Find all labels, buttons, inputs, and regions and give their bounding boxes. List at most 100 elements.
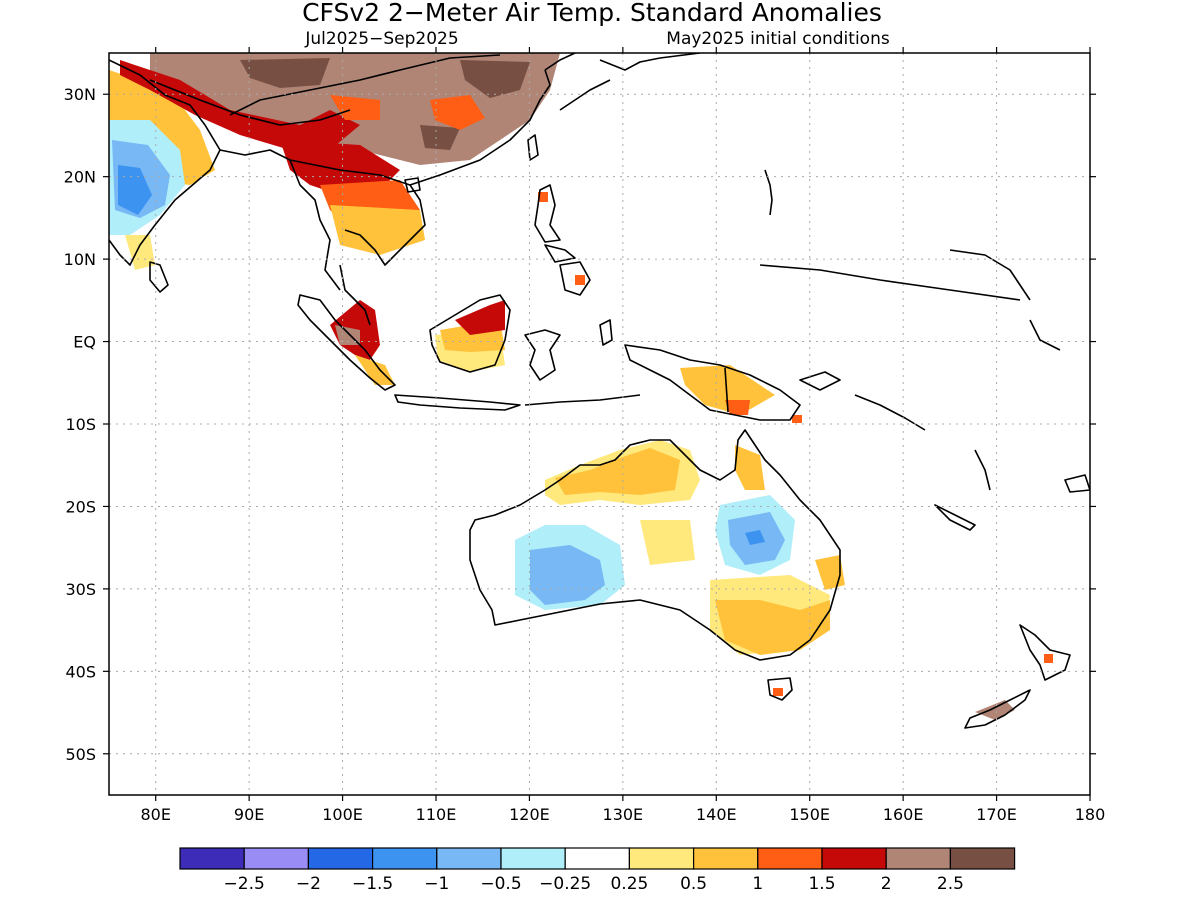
legend-swatch — [372, 847, 438, 870]
region-china-core — [460, 60, 530, 98]
legend-label: 2.5 — [937, 874, 964, 894]
legend-swatch — [500, 847, 566, 870]
coast-lesser-sunda — [524, 394, 641, 406]
coast-halmahera — [599, 319, 613, 346]
coast-mindanao — [559, 261, 591, 296]
region-indochina-red — [280, 140, 400, 195]
coast-sulawesi — [524, 329, 561, 381]
lat-label: 30S — [65, 580, 96, 599]
region-luzon-spot — [538, 192, 548, 202]
legend-swatch — [307, 847, 374, 870]
lon-label: 90E — [234, 805, 264, 824]
legend-label: −0.25 — [539, 874, 591, 894]
legend-swatch — [692, 847, 759, 870]
coast-malay — [339, 264, 371, 326]
lat-label: 30N — [64, 85, 96, 104]
region-sumatra-south — [355, 355, 395, 385]
coast-srilanka — [149, 261, 169, 293]
legend-swatch — [179, 847, 245, 870]
legend-label: 1 — [752, 874, 763, 894]
coast-india — [109, 59, 221, 266]
region-west-australia-cool-core — [530, 545, 605, 605]
lon-label: 180 — [1075, 805, 1106, 824]
region-india-cool-core — [118, 165, 152, 215]
lon-label: 150E — [789, 805, 830, 824]
coast-tasmania — [767, 677, 793, 701]
legend-label: −2 — [296, 874, 321, 894]
legend-swatch — [628, 847, 695, 870]
legend-label: −1 — [424, 874, 449, 894]
region-tasmania-spot — [773, 688, 783, 696]
region-cape-york-warm — [735, 445, 765, 490]
region-newguinea-yellow — [680, 365, 775, 415]
longitude-labels: 80E 90E 100E 110E 120E 130E 140E 150E 160E 170E 18… — [140, 805, 1105, 824]
color-legend: −2.5 −2 −1.5 −1 −0.5 −0.25 0.25 0.5 1 1.5 2 2.5 — [179, 847, 1016, 894]
region-mindanao-spot — [575, 275, 585, 285]
legend-swatch — [243, 847, 309, 870]
lon-label: 160E — [883, 805, 924, 824]
coast-nz-north — [1019, 624, 1071, 681]
coast-new-guinea — [624, 344, 801, 421]
coast-new-guinea-border — [724, 367, 729, 413]
lat-label: 40S — [65, 662, 96, 681]
region-newguinea-orange — [725, 400, 750, 415]
legend-label: 0.5 — [680, 874, 707, 894]
coast-fiji — [1064, 474, 1090, 493]
lat-label: 50S — [65, 745, 96, 764]
coast-sumatra — [297, 294, 396, 391]
coast-taiwan — [527, 134, 539, 161]
map-area — [109, 53, 1090, 795]
lat-label: 10S — [65, 415, 96, 434]
coast-java — [394, 394, 521, 411]
coast-bay-of-bengal — [219, 149, 341, 291]
legend-swatch — [564, 847, 631, 870]
lat-label: 10N — [64, 250, 96, 269]
coast-visayas — [544, 244, 576, 263]
coast-carolines — [759, 264, 1021, 301]
region-himalaya-red — [120, 60, 360, 150]
coast-ryukyu — [559, 79, 611, 111]
coast-indochina — [289, 159, 426, 266]
lon-label: 80E — [140, 805, 170, 824]
coast-australia — [469, 429, 841, 661]
region-newbritain-spot — [792, 415, 802, 423]
region-tibet-core — [240, 58, 330, 88]
legend-swatch — [949, 847, 1016, 870]
region-china-orange — [430, 95, 485, 130]
coast-korea — [544, 53, 576, 71]
coast-borneo — [429, 294, 511, 373]
legend-swatch — [885, 847, 952, 870]
legend-label: −2.5 — [224, 874, 265, 894]
coast-new-britain — [799, 371, 841, 391]
legend-label: −0.5 — [480, 874, 521, 894]
coast-new-caledonia — [934, 504, 976, 531]
coast-himalaya — [149, 79, 351, 126]
lon-label: 100E — [322, 805, 363, 824]
region-china-spot — [420, 125, 460, 150]
coast-vanuatu — [974, 449, 991, 491]
latitude-labels: 30N 20N 10N EQ 10S 20S 30S 40S 50S — [64, 85, 96, 764]
legend-label: 2 — [881, 874, 892, 894]
legend-label: 0.25 — [610, 874, 648, 894]
lon-label: 140E — [696, 805, 737, 824]
lat-label: 20N — [64, 168, 96, 187]
region-nz-north-island-spot — [1044, 654, 1053, 663]
legend-swatch — [821, 847, 887, 870]
legend-label: −1.5 — [352, 874, 393, 894]
region-himalaya-orange — [330, 95, 380, 120]
coast-china-border — [229, 54, 501, 116]
region-southeast-australia-orange — [715, 600, 830, 655]
coast-marianas — [764, 169, 773, 216]
region-borneo-red — [455, 300, 505, 335]
grid-lines — [109, 53, 1090, 795]
axis-ticks — [103, 47, 1096, 801]
anomaly-shading — [109, 53, 1053, 720]
region-indochina-yellow — [330, 205, 425, 255]
lat-label: EQ — [73, 333, 96, 352]
coast-hainan — [404, 177, 421, 193]
coast-marshalls — [949, 249, 1031, 301]
coast-japan — [599, 53, 701, 71]
lon-label: 120E — [509, 805, 550, 824]
